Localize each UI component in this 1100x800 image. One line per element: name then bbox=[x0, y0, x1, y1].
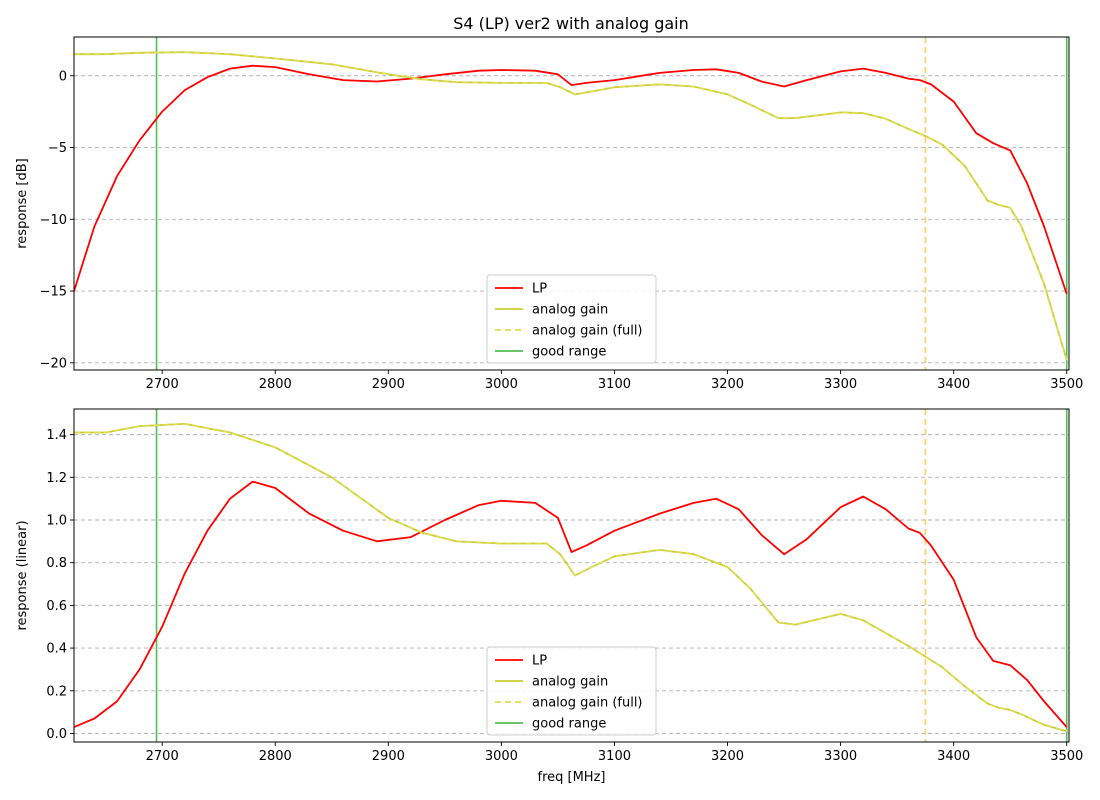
analog-gain-line bbox=[74, 423, 1067, 733]
axes-frame bbox=[73, 408, 1070, 743]
legend-entry-label: analog gain (full) bbox=[532, 696, 643, 711]
lp-line bbox=[74, 64, 1068, 295]
x-tick-label: 3200 bbox=[711, 377, 744, 392]
x-tick-label: 2800 bbox=[259, 377, 292, 392]
y-tick-label: 0.6 bbox=[46, 599, 67, 614]
y-tick-label: 0.8 bbox=[46, 556, 67, 571]
y-tick-label: 0 bbox=[59, 69, 67, 84]
x-tick-label: 2700 bbox=[146, 377, 179, 392]
x-tick-label: 2700 bbox=[146, 749, 179, 764]
legend-entry-label: good range bbox=[532, 717, 606, 732]
y-axis-label: response [dB] bbox=[15, 158, 30, 249]
y-tick-label: 1.2 bbox=[46, 471, 67, 486]
bottom-panel-linear: 0.0 0.2 0.4 0.6 0.8 1.0 1.2 1.4 2700 2800 2900 3000… bbox=[15, 408, 1083, 785]
legend-entry-label: analog gain (full) bbox=[532, 324, 643, 339]
axes-frame bbox=[73, 36, 1070, 371]
figure-title: S4 (LP) ver2 with analog gain bbox=[453, 14, 689, 33]
y-tick-label: 0.2 bbox=[46, 684, 67, 699]
legend-entry-label: LP bbox=[532, 654, 547, 669]
legend-entry-label: good range bbox=[532, 345, 606, 360]
top-panel-db: −20 −15 −10 −5 0 2700 2800 2900 3000 3100 3200 3300… bbox=[15, 36, 1083, 392]
y-tick-label: −10 bbox=[40, 213, 67, 228]
x-tick-label: 3200 bbox=[711, 749, 744, 764]
legend-entry-label: LP bbox=[532, 282, 547, 297]
legend-entry-label: analog gain bbox=[532, 675, 608, 690]
y-axis-label: response (linear) bbox=[15, 520, 30, 630]
x-tick-label: 3300 bbox=[824, 377, 857, 392]
x-tick-label: 3300 bbox=[824, 749, 857, 764]
y-tick-label: −20 bbox=[40, 356, 67, 371]
x-tick-label: 3000 bbox=[485, 377, 518, 392]
y-tick-label: −15 bbox=[40, 285, 67, 300]
y-tick-label: 1.0 bbox=[46, 514, 67, 529]
x-tick-label: 3400 bbox=[937, 749, 970, 764]
x-tick-label: 3500 bbox=[1050, 377, 1083, 392]
x-tick-label: 2900 bbox=[372, 749, 405, 764]
x-tick-label: 2800 bbox=[259, 749, 292, 764]
y-tick-label: 0.0 bbox=[46, 727, 67, 742]
x-tick-label: 3500 bbox=[1050, 749, 1083, 764]
legend: LP analog gain analog gain (full) good rang… bbox=[486, 646, 657, 736]
legend-entry-label: analog gain bbox=[532, 303, 608, 318]
x-axis-label: freq [MHz] bbox=[538, 770, 606, 785]
lp-line bbox=[74, 480, 1068, 728]
y-tick-label: 1.4 bbox=[46, 428, 67, 443]
x-tick-label: 3400 bbox=[937, 377, 970, 392]
legend-box bbox=[486, 646, 657, 736]
x-tick-label: 2900 bbox=[372, 377, 405, 392]
y-tick-label: 0.4 bbox=[46, 642, 67, 657]
x-tick-label: 3000 bbox=[485, 749, 518, 764]
legend-box bbox=[486, 274, 657, 364]
x-tick-label: 3100 bbox=[598, 749, 631, 764]
legend: LP analog gain analog gain (full) good rang… bbox=[486, 274, 657, 364]
y-tick-label: −5 bbox=[48, 141, 67, 156]
x-tick-label: 3100 bbox=[598, 377, 631, 392]
analog-gain-full-line bbox=[74, 51, 1068, 361]
